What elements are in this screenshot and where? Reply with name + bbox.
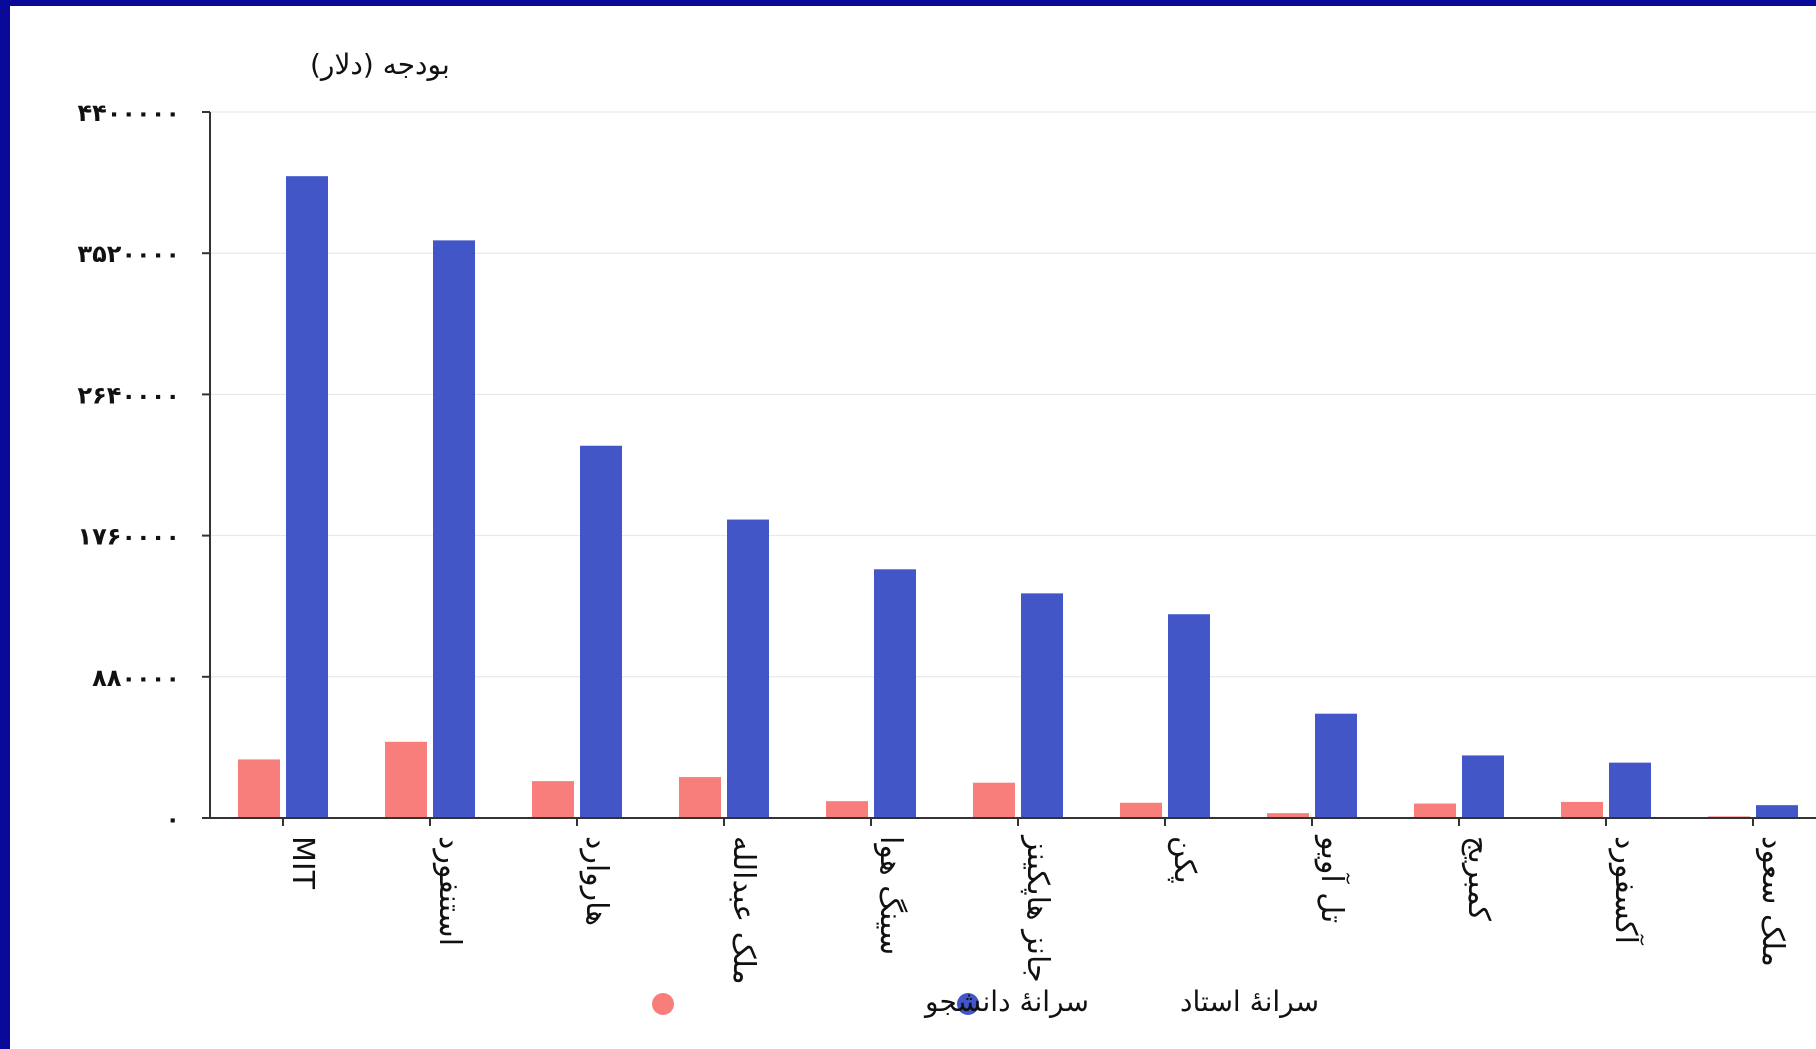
bar-student — [973, 782, 1015, 818]
y-tick-labels: ۰ ۸۸۰۰۰۰ ۱۷۶۰۰۰۰ ۲۶۴۰۰۰۰ ۳۵۲۰۰۰۰ ۴۴۰۰۰۰۰ — [77, 99, 210, 833]
bar-faculty — [1315, 713, 1357, 818]
bar-faculty — [727, 519, 769, 818]
x-tick-label: سینگ هوا — [873, 836, 908, 955]
bar-faculty — [1021, 593, 1063, 818]
bar-student — [826, 801, 868, 818]
bar-student — [532, 781, 574, 818]
bar-student — [1267, 813, 1309, 818]
x-tick-label: تل آویو — [1314, 834, 1350, 923]
bar-faculty — [1609, 762, 1651, 818]
bar-faculty — [1462, 755, 1504, 818]
chart-canvas: ۰ ۸۸۰۰۰۰ ۱۷۶۰۰۰۰ ۲۶۴۰۰۰۰ ۳۵۲۰۰۰۰ ۴۴۰۰۰۰۰ MIT ا… — [10, 6, 1816, 1049]
y-tick-label: ۲۶۴۰۰۰۰ — [77, 381, 180, 409]
legend-label-faculty: سرانهٔ استاد — [1180, 985, 1319, 1018]
y-tick-label: ۱۷۶۰۰۰۰ — [77, 523, 180, 551]
y-tick-label: ۳۵۲۰۰۰۰ — [77, 240, 180, 268]
bars — [238, 176, 1798, 818]
legend-swatch-faculty — [957, 993, 979, 1015]
bar-faculty — [433, 240, 475, 818]
x-tick-label: MIT — [285, 836, 320, 890]
bar-student — [679, 777, 721, 818]
bar-faculty — [1168, 614, 1210, 818]
bar-student — [1120, 802, 1162, 818]
y-tick-label: ۴۴۰۰۰۰۰ — [77, 99, 180, 127]
bar-student — [1414, 803, 1456, 818]
bar-student — [1561, 801, 1603, 818]
legend-swatch-student — [652, 993, 674, 1015]
bar-faculty — [580, 445, 622, 818]
x-tick-label: استنفورد — [432, 836, 467, 946]
bar-chart: ۰ ۸۸۰۰۰۰ ۱۷۶۰۰۰۰ ۲۶۴۰۰۰۰ ۳۵۲۰۰۰۰ ۴۴۰۰۰۰۰ MIT ا… — [77, 48, 1816, 1018]
bar-student — [238, 759, 280, 818]
x-tick-label: کمبریج — [1461, 836, 1496, 922]
x-tick-label: آکسفورد — [1608, 836, 1644, 946]
y-tick-label: ۸۸۰۰۰۰ — [92, 664, 180, 692]
x-tick-labels: MIT استنفورد هاروارد ملک عبدالله سینگ هوا جان… — [282, 818, 1790, 985]
bar-faculty — [286, 176, 328, 818]
legend: سرانهٔ استاد سرانهٔ دانشجو — [652, 985, 1319, 1018]
x-tick-label: هاروارد — [579, 836, 614, 926]
bar-student — [385, 741, 427, 818]
x-tick-label: پکن — [1167, 836, 1202, 884]
x-tick-label: جانز هاپکینز — [1020, 834, 1055, 983]
y-axis-label: بودجه (دلار) — [310, 48, 450, 81]
y-tick-label: ۰ — [165, 805, 180, 833]
x-tick-label: ملک عبدالله — [726, 836, 761, 985]
bar-faculty — [874, 569, 916, 818]
legend-label-student: سرانهٔ دانشجو — [923, 985, 1089, 1018]
bar-faculty — [1756, 805, 1798, 818]
x-tick-label: ملک سعود — [1755, 836, 1790, 967]
grid-lines — [210, 111, 1816, 678]
